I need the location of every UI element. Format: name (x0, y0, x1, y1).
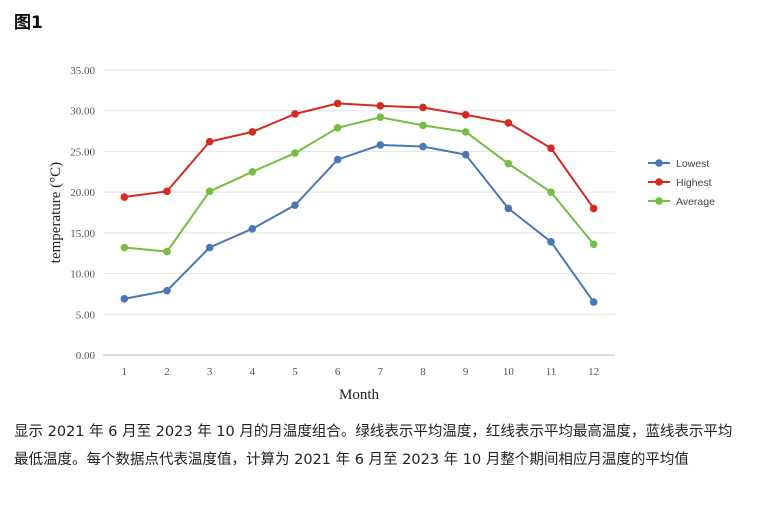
y-tick-label: 20.00 (70, 187, 95, 199)
data-point (504, 204, 513, 213)
series-line (124, 116, 595, 253)
data-point (291, 149, 299, 157)
data-point (120, 295, 129, 303)
y-tick-label: 10.00 (70, 269, 95, 281)
legend-item-average: Average (648, 196, 715, 208)
series-average (120, 113, 598, 256)
data-point (248, 167, 257, 176)
data-point (376, 113, 385, 122)
series-group (120, 99, 598, 306)
data-point (589, 298, 598, 306)
data-point (291, 201, 299, 209)
x-axis-ticks: 1 2 3 4 5 6 7 8 9 10 11 12 (122, 366, 600, 378)
series-lowest (120, 141, 598, 306)
legend-label: Lowest (676, 158, 709, 170)
x-tick-label: 1 (122, 366, 128, 378)
x-tick-label: 6 (335, 366, 341, 378)
data-point (547, 188, 555, 196)
legend-label: Average (676, 196, 715, 208)
y-axis-ticks: 0.00 5.00 10.00 15.00 20.00 25.00 30.00 35.00 (70, 65, 95, 362)
x-tick-label: 2 (164, 366, 170, 378)
series-line (124, 143, 595, 303)
data-point (461, 128, 470, 136)
data-point (163, 286, 171, 295)
data-point (333, 155, 342, 164)
data-point (547, 238, 555, 246)
x-tick-label: 5 (292, 366, 298, 378)
x-tick-label: 11 (546, 366, 557, 378)
data-point (163, 247, 171, 256)
x-tick-label: 3 (207, 366, 213, 378)
data-point (333, 99, 342, 108)
y-tick-label: 0.00 (76, 350, 96, 362)
data-point (461, 110, 470, 119)
x-tick-label: 12 (588, 366, 599, 378)
data-point (163, 187, 171, 196)
data-point (419, 103, 427, 112)
y-tick-label: 25.00 (70, 146, 95, 158)
data-point (205, 243, 214, 252)
y-tick-label: 5.00 (76, 309, 96, 321)
x-tick-label: 10 (503, 366, 515, 378)
data-point (248, 224, 257, 233)
data-point (376, 102, 385, 110)
data-point (419, 121, 427, 130)
data-point (291, 110, 299, 118)
x-tick-label: 8 (420, 366, 426, 378)
figure-label: 图1 (14, 13, 43, 33)
y-tick-label: 30.00 (70, 106, 95, 118)
series-line (124, 102, 595, 210)
legend-marker (655, 159, 663, 167)
data-point (333, 124, 342, 132)
data-point (589, 240, 598, 249)
data-point (547, 144, 555, 152)
gridlines (103, 69, 615, 356)
legend-item-lowest: Lowest (648, 158, 709, 170)
legend-marker (655, 197, 663, 205)
data-point (205, 137, 214, 146)
data-point (504, 119, 513, 127)
figure-caption: 显示 2021 年 6 月至 2023 年 10 月的月温度组合。绿线表示平均温… (14, 424, 733, 468)
data-point (120, 243, 129, 252)
y-axis-title: temperature (°C) (48, 162, 64, 263)
y-tick-label: 35.00 (70, 65, 95, 77)
series-highest (120, 99, 598, 213)
x-tick-label: 9 (463, 366, 469, 378)
legend-marker (655, 178, 663, 186)
legend-item-highest: Highest (648, 177, 712, 189)
line-chart: 0.00 5.00 10.00 15.00 20.00 25.00 30.00 35.00 1… (48, 65, 715, 403)
legend-label: Highest (676, 177, 712, 189)
x-axis-title: Month (339, 387, 380, 403)
data-point (461, 150, 470, 159)
x-tick-label: 7 (378, 366, 384, 378)
data-point (589, 204, 598, 213)
y-tick-label: 15.00 (70, 228, 95, 240)
data-point (248, 128, 257, 136)
legend: Lowest Highest Average (648, 158, 715, 208)
data-point (205, 187, 214, 196)
x-tick-label: 4 (250, 366, 256, 378)
data-point (419, 142, 427, 151)
data-point (504, 159, 513, 168)
data-point (120, 193, 129, 201)
data-point (376, 141, 385, 149)
